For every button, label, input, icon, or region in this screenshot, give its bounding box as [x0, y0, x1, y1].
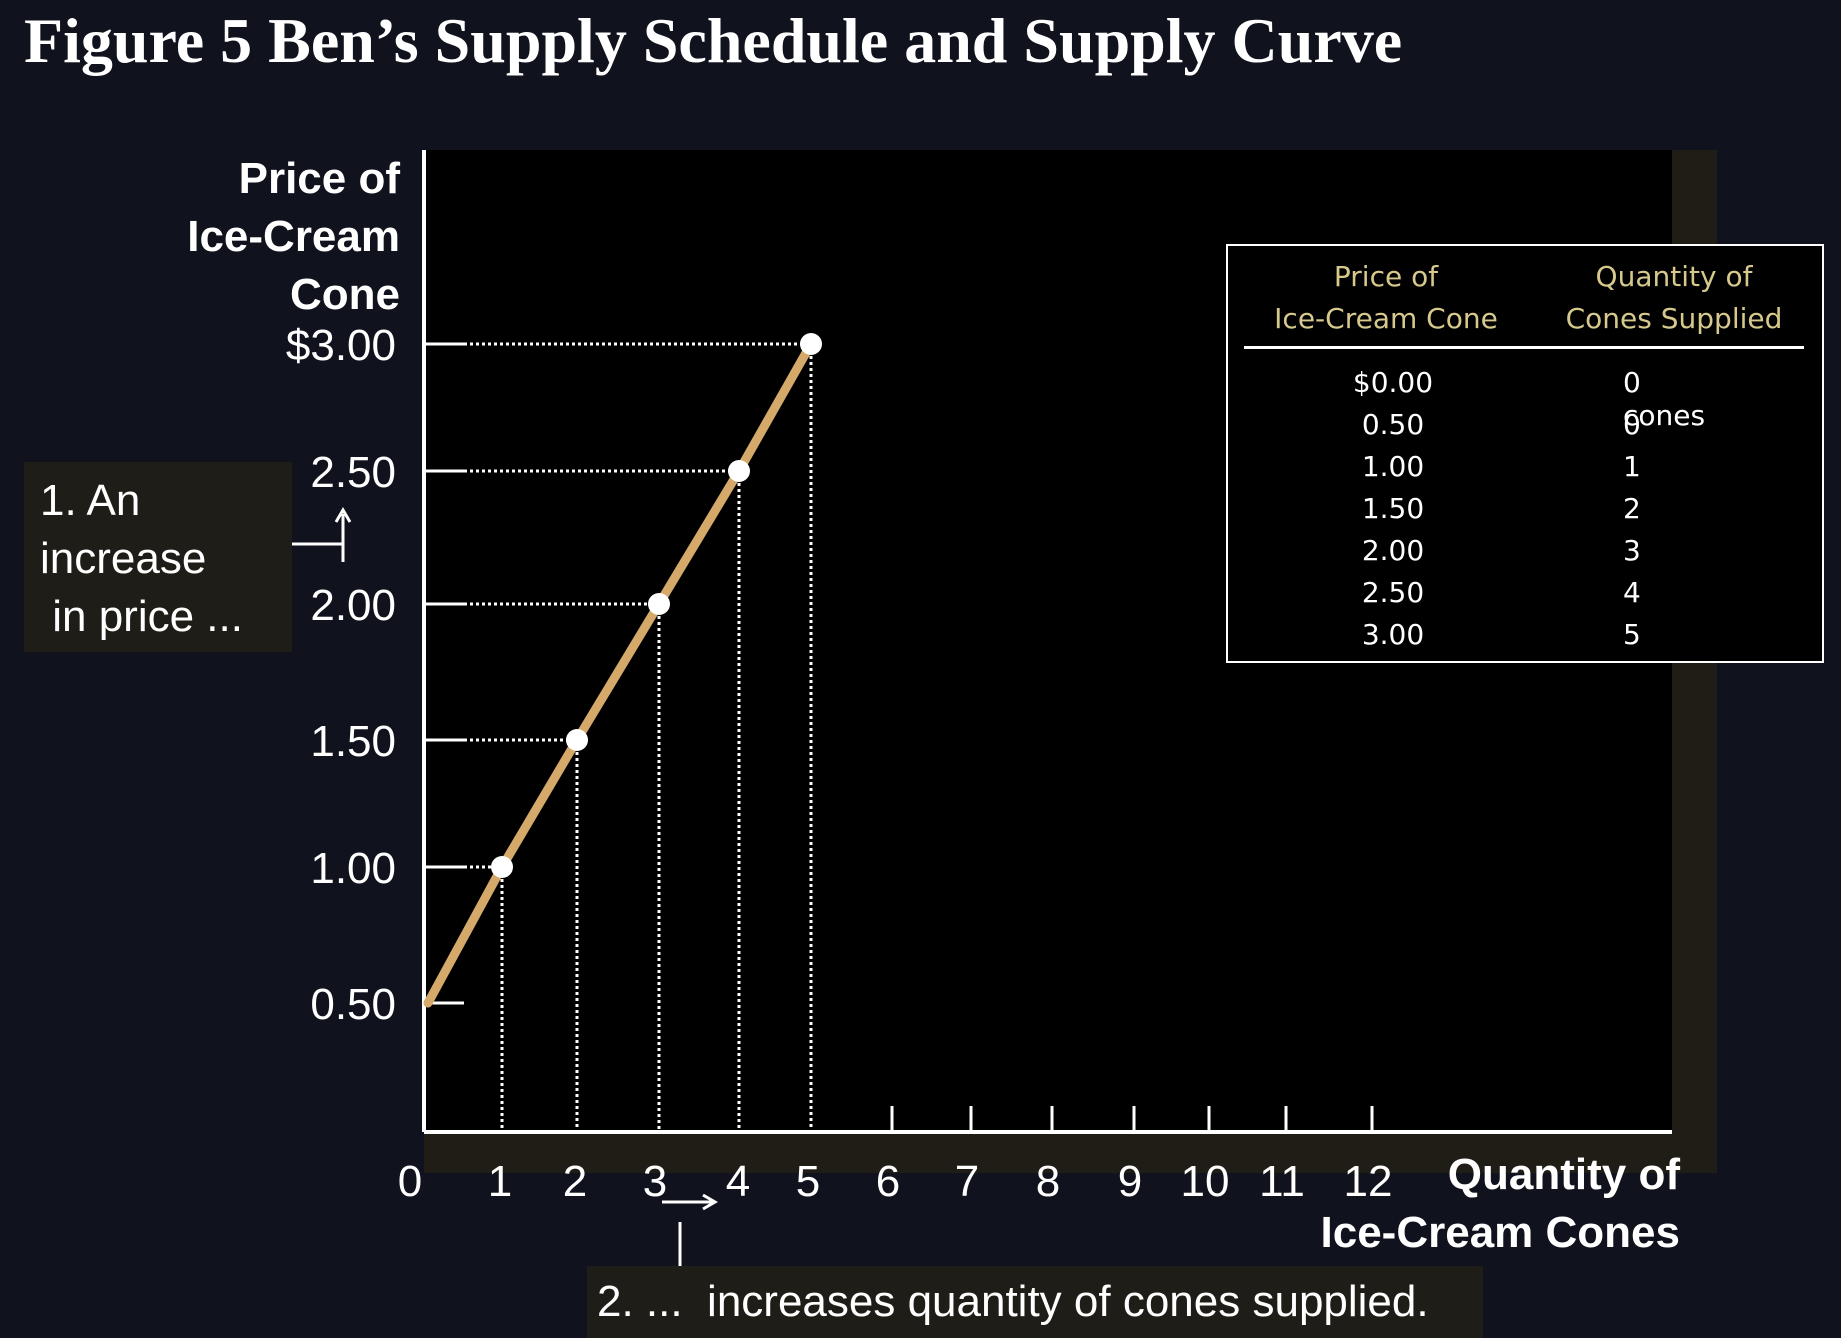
table-row: $0.00 0 cones [1228, 366, 1822, 432]
quantity-cell: 4 [1623, 576, 1641, 609]
arrow-up-icon [334, 507, 352, 523]
x-tick-label: 0 [398, 1157, 422, 1206]
table-row: 1.50 2 [1228, 492, 1822, 534]
quantity-cell: 1 [1623, 450, 1641, 483]
header-line: Cones Supplied [1565, 302, 1783, 335]
header-divider [1244, 346, 1804, 349]
x-axis-title-line: Quantity of [1447, 1150, 1680, 1199]
x-tick-label: 4 [726, 1157, 750, 1206]
table-row: 2.50 4 [1228, 576, 1822, 618]
supply-schedule-table: Price of Ice-Cream Cone Quantity of Cone… [1226, 244, 1824, 663]
figure-title: Figure 5 Ben’s Supply Schedule and Suppl… [24, 5, 1403, 76]
x-tick-label: 5 [796, 1157, 820, 1206]
price-increase-annotation: 1. An increase in price ... [24, 462, 292, 652]
data-point [648, 593, 670, 615]
quantity-column-header: Quantity of Cones Supplied [1544, 256, 1804, 340]
x-tick-label: 7 [955, 1157, 979, 1206]
y-axis-title-line: Ice-Cream [187, 212, 400, 261]
y-tick-label: 1.50 [310, 717, 396, 766]
header-line: Price of [1333, 260, 1439, 293]
quantity-cell: 5 [1623, 618, 1641, 651]
price-cell: 1.00 [1361, 450, 1425, 483]
data-point [800, 333, 822, 355]
data-point [728, 460, 750, 482]
header-line: Quantity of [1595, 260, 1753, 293]
x-tick-label: 11 [1259, 1157, 1305, 1206]
header-line: Ice-Cream Cone [1274, 302, 1498, 335]
price-cell: $0.00 [1352, 366, 1434, 399]
x-tick-label: 2 [563, 1157, 587, 1206]
y-tick-label: 0.50 [310, 980, 396, 1029]
x-tick-label: 3 [643, 1157, 667, 1206]
data-point [491, 856, 513, 878]
price-cell: 2.50 [1361, 576, 1425, 609]
annotation-line: increase [40, 534, 207, 583]
y-axis-title: Price of Ice-Cream Cone [100, 150, 400, 324]
y-tick-label: 1.00 [310, 844, 396, 893]
y-tick-label: $3.00 [286, 321, 396, 370]
supply-curve [423, 339, 816, 1008]
annotation-line: in price ... [40, 592, 243, 641]
price-cell: 3.00 [1361, 618, 1425, 651]
x-tick-label: 9 [1118, 1157, 1142, 1206]
price-cell: 2.00 [1361, 534, 1425, 567]
price-cell: 0.50 [1361, 408, 1425, 441]
quantity-cell: 0 cones [1623, 366, 1706, 432]
annotation-text: 2. ... increases quantity of cones suppl… [597, 1277, 1429, 1326]
y-axis-title-line: Price of [238, 154, 400, 203]
price-column-header: Price of Ice-Cream Cone [1256, 256, 1516, 340]
x-tick-label: 1 [488, 1157, 512, 1206]
y-axis-title-line: Cone [290, 270, 400, 319]
quantity-cell: 2 [1623, 492, 1641, 525]
x-tick-label: 6 [876, 1157, 900, 1206]
x-axis-title-line: Ice-Cream Cones [1320, 1208, 1680, 1257]
table-row: 1.00 1 [1228, 450, 1822, 492]
quantity-increase-annotation: 2. ... increases quantity of cones suppl… [587, 1266, 1483, 1338]
table-row: 0.50 0 [1228, 408, 1822, 450]
x-tick-label: 8 [1036, 1157, 1060, 1206]
y-tick-label: 2.50 [310, 448, 396, 497]
x-tick-label: 10 [1181, 1157, 1230, 1206]
quantity-cell: 0 [1623, 408, 1641, 441]
quantity-cell: 3 [1623, 534, 1641, 567]
y-tick-label: 2.00 [310, 581, 396, 630]
arrow-right-icon [702, 1193, 718, 1211]
x-axis-title: Quantity of Ice-Cream Cones [1250, 1146, 1680, 1262]
data-point [566, 729, 588, 751]
table-row: 3.00 5 [1228, 618, 1822, 660]
x-tick-label: 12 [1344, 1157, 1393, 1206]
table-row: 2.00 3 [1228, 534, 1822, 576]
price-cell: 1.50 [1361, 492, 1425, 525]
annotation-line: 1. An [40, 476, 141, 525]
